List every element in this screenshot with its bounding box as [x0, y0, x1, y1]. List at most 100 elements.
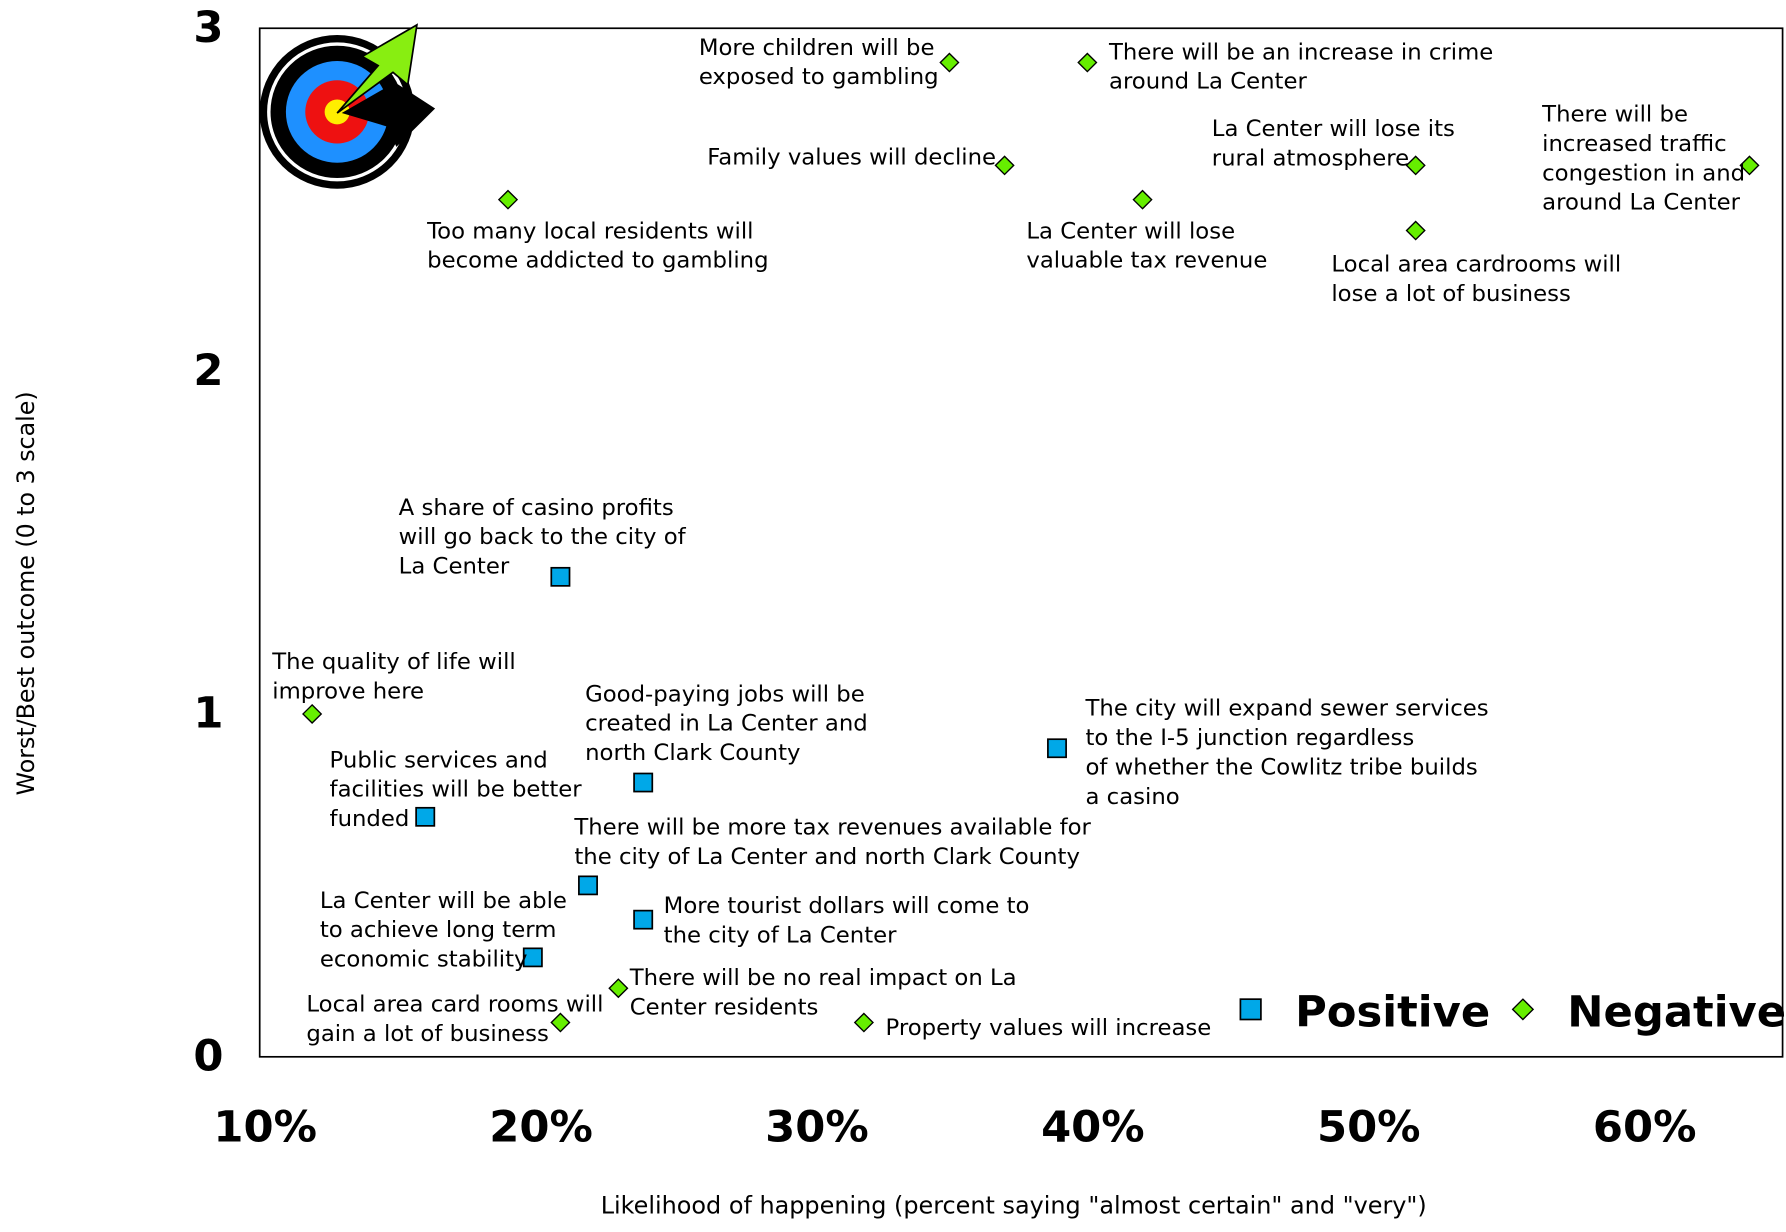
- point-label-line: lose a lot of business: [1331, 280, 1570, 306]
- point-label-line: exposed to gambling: [699, 64, 939, 90]
- point-label-line: created in La Center and: [585, 710, 868, 736]
- point-label-line: economic stability: [320, 946, 528, 972]
- point-label-line: There will be no real impact on La: [629, 965, 1017, 991]
- point-label: Local area card rooms will gain a lot of …: [306, 991, 603, 1046]
- point-label-line: More tourist dollars will come to: [664, 893, 1030, 919]
- point-label: There will be more tax revenues availabl…: [573, 814, 1091, 869]
- y-tick-label: 2: [193, 346, 223, 396]
- y-axis-label: Worst/Best outcome (0 to 3 scale): [12, 391, 40, 795]
- point-label-line: the city of La Center: [664, 922, 898, 948]
- marker-square: [415, 806, 436, 827]
- point-label-line: become addicted to gambling: [427, 247, 768, 273]
- point-label-line: La Center: [399, 553, 510, 579]
- marker-diamond: [302, 703, 323, 724]
- point-label: More tourist dollars will come to the cit…: [664, 893, 1030, 948]
- point-label-line: A share of casino profits: [399, 494, 674, 520]
- marker-square: [1047, 738, 1067, 759]
- point-label-line: Center residents: [630, 994, 819, 1020]
- point-label-line: There will be an increase in crime: [1108, 39, 1493, 65]
- x-tick-label: 20%: [489, 1103, 593, 1153]
- point-label: The city will expand sewer services to th…: [1084, 695, 1488, 809]
- x-tick-label: 10%: [213, 1103, 317, 1153]
- target-icon: [259, 23, 436, 189]
- legend-label: Positive: [1295, 988, 1490, 1038]
- marker-square: [633, 772, 654, 793]
- marker-diamond: [853, 1012, 874, 1033]
- marker-diamond: [1405, 155, 1426, 176]
- marker-diamond: [1132, 189, 1153, 210]
- marker-diamond: [1405, 220, 1426, 241]
- point-label-line: There will be more tax revenues availabl…: [573, 814, 1091, 840]
- point-label: La Center will lose valuable tax revenue: [1026, 218, 1267, 273]
- point-label-line: La Center will lose: [1026, 218, 1235, 244]
- x-tick-label: 30%: [765, 1103, 869, 1153]
- point-label-line: will go back to the city of: [399, 524, 687, 550]
- marker-diamond: [994, 155, 1015, 176]
- x-tick-label: 40%: [1041, 1103, 1145, 1153]
- marker-diamond: [608, 978, 629, 999]
- legend-label: Negative: [1567, 988, 1786, 1038]
- point-label: Good-paying jobs will be created in La Ce…: [585, 681, 868, 766]
- point-label-line: Too many local residents will: [426, 218, 753, 244]
- point-label-line: Local area card rooms will: [306, 991, 603, 1017]
- x-tick-label: 60%: [1593, 1103, 1697, 1153]
- marker-square: [578, 875, 598, 896]
- point-label-line: around La Center: [1109, 68, 1308, 94]
- legend-marker: [1511, 998, 1535, 1021]
- point-label-line: Family values will decline: [707, 144, 996, 170]
- marker-diamond: [1739, 155, 1760, 176]
- marker-square: [550, 566, 571, 587]
- point-label-line: a casino: [1085, 783, 1179, 809]
- marker-square: [522, 947, 543, 968]
- y-tick-label: 3: [193, 3, 223, 53]
- point-label: Public services and facilities will be be…: [330, 747, 583, 832]
- point-label-line: Property values will increase: [886, 1015, 1212, 1041]
- point-label: Property values will increase: [886, 1015, 1212, 1041]
- point-label-line: to the I-5 junction regardless: [1085, 725, 1414, 751]
- x-axis-label: Likelihood of happening (percent saying …: [601, 1192, 1427, 1220]
- point-label: Too many local residents will become addi…: [426, 218, 768, 273]
- point-label-line: increased traffic: [1542, 130, 1726, 156]
- y-tick-label: 0: [193, 1032, 223, 1082]
- point-label-line: funded: [330, 806, 410, 832]
- marker-diamond: [1077, 52, 1098, 73]
- point-label-line: Local area cardrooms will: [1331, 251, 1621, 277]
- point-label-line: the city of La Center and north Clark Co…: [574, 844, 1080, 870]
- point-label-line: facilities will be better: [330, 776, 583, 802]
- point-label: Local area cardrooms will lose a lot of b…: [1331, 251, 1621, 306]
- point-label: There will be no real impact on La Center…: [629, 965, 1017, 1020]
- point-label: Family values will decline: [707, 144, 996, 170]
- point-label: More children will be exposed to gambling: [699, 34, 939, 89]
- point-label: La Center will be able to achieve long te…: [320, 887, 567, 972]
- point-label: La Center will lose its rural atmosphere: [1212, 116, 1455, 171]
- marker-diamond: [497, 189, 519, 210]
- point-label-line: La Center will lose its: [1212, 116, 1455, 142]
- marker-diamond: [939, 52, 960, 73]
- point-label-line: The quality of life will: [271, 649, 515, 675]
- marker-square: [633, 909, 654, 930]
- point-label-line: There will be: [1541, 101, 1688, 127]
- point-label: There will be an increase in crime around…: [1108, 39, 1493, 94]
- point-label: The quality of life will improve here: [271, 649, 515, 704]
- point-label: A share of casino profits will go back to…: [399, 494, 687, 579]
- point-label-line: More children will be: [699, 34, 935, 60]
- point-label-line: improve here: [272, 678, 424, 704]
- point-label-line: of whether the Cowlitz tribe builds: [1085, 754, 1477, 780]
- point-label-line: gain a lot of business: [306, 1020, 549, 1046]
- y-tick-label: 1: [193, 689, 223, 739]
- marker-diamond: [550, 1012, 571, 1033]
- point-label-line: rural atmosphere: [1212, 145, 1409, 171]
- point-label-line: Public services and: [330, 747, 548, 773]
- x-tick-label: 50%: [1317, 1103, 1421, 1153]
- point-label-line: La Center will be able: [320, 887, 567, 913]
- point-label-line: congestion in and: [1542, 160, 1745, 186]
- point-label-line: north Clark County: [585, 740, 800, 766]
- point-label-line: The city will expand sewer services: [1084, 695, 1488, 721]
- point-label-line: around La Center: [1542, 189, 1741, 215]
- point-label: There will be increased traffic congestion…: [1541, 101, 1745, 215]
- point-label-line: valuable tax revenue: [1026, 247, 1267, 273]
- point-label-line: to achieve long term: [320, 917, 557, 943]
- legend-marker: [1239, 998, 1262, 1021]
